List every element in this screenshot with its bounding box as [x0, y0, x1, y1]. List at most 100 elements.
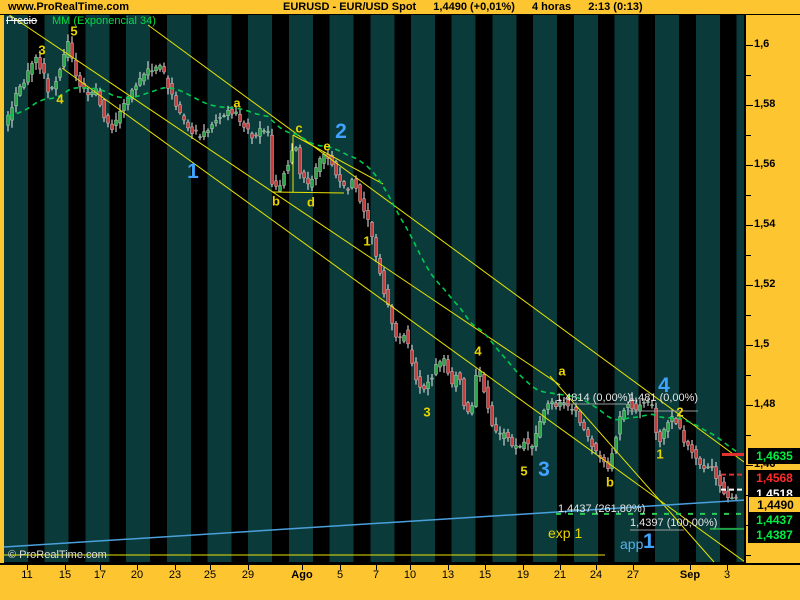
candle-body: [286, 164, 290, 172]
candle-body: [606, 461, 610, 469]
candle-body: [374, 237, 378, 257]
price-axis-label: 1,56: [754, 158, 776, 170]
time-axis-tick: [137, 565, 138, 570]
candle-body: [306, 177, 310, 185]
candle-body: [502, 432, 506, 439]
candle-body: [106, 115, 110, 124]
trendline[interactable]: [549, 375, 715, 563]
time-axis-label: 23: [168, 569, 182, 581]
time-axis-label: Sep: [679, 569, 701, 581]
candle-body: [150, 70, 154, 73]
session-stripe: [736, 14, 744, 562]
candle-body: [66, 41, 70, 58]
candle-body: [630, 398, 634, 410]
candle-body: [438, 361, 442, 368]
brand-link[interactable]: www.ProRealTime.com: [8, 1, 130, 13]
time-axis-label: 15: [478, 569, 492, 581]
price-axis[interactable]: 1,6 1,58 1,56 1,54 1,52 1,5 1,48 1,46 1,4635 1,45…: [744, 14, 800, 563]
price-axis-minor-tick: [746, 555, 751, 556]
candle-body: [102, 99, 106, 119]
candle-body: [398, 336, 402, 339]
candle-body: [518, 446, 522, 448]
time-axis-label: 7: [372, 569, 380, 581]
price-axis-minor-tick: [746, 75, 751, 76]
candle-body: [282, 173, 286, 186]
price-axis-tick: [746, 345, 753, 346]
candle-body: [234, 111, 238, 114]
candle-body: [318, 158, 322, 173]
price-axis-minor-tick: [746, 435, 751, 436]
session-stripe: [207, 14, 232, 562]
trendline[interactable]: [292, 134, 384, 185]
candle-body: [382, 270, 386, 295]
candle-body: [138, 78, 142, 86]
price-axis-minor-tick: [746, 375, 751, 376]
price-plot[interactable]: [4, 14, 744, 563]
trendline[interactable]: [7, 14, 561, 386]
trendline[interactable]: [4, 499, 744, 548]
session-stripe: [533, 14, 558, 562]
trendline[interactable]: [147, 24, 744, 463]
candle-body: [526, 438, 530, 445]
candle-body: [466, 402, 470, 413]
candle-body: [486, 386, 490, 409]
candle-body: [190, 126, 194, 134]
trendline[interactable]: [271, 191, 345, 194]
candle-body: [62, 54, 66, 67]
candle-body: [566, 399, 570, 407]
candle-body: [634, 403, 638, 410]
time-axis-label: 17: [93, 569, 107, 581]
candle-body: [554, 402, 558, 408]
candle-body: [690, 444, 694, 453]
time-axis-label: 27: [626, 569, 640, 581]
level-price-box: 1,4387: [748, 527, 800, 543]
app-wave-number[interactable]: 1: [643, 530, 655, 553]
candle-body: [226, 110, 230, 117]
time-axis-tick: [376, 565, 377, 570]
candle-body: [574, 407, 578, 411]
candle-body: [638, 404, 642, 412]
app-tool-label[interactable]: app: [620, 536, 644, 552]
trendline[interactable]: [61, 67, 744, 562]
ema-line[interactable]: [7, 87, 737, 452]
pane-price-label[interactable]: Precio: [6, 15, 38, 27]
candle-body: [86, 92, 90, 96]
time-axis-tick: [175, 565, 176, 570]
candle-body: [534, 433, 538, 447]
time-axis[interactable]: 11 15 17 20 23 25 29 Ago 5 7 10 13 15 19 21 24 27 Sep 3: [0, 563, 800, 600]
candle-body: [402, 335, 406, 342]
candle-body: [30, 63, 34, 75]
candle-body: [522, 441, 526, 450]
expansion-tool-label[interactable]: exp 1: [548, 525, 583, 541]
price-axis-label: 1,54: [754, 218, 776, 230]
candle-body: [266, 131, 270, 133]
candle-body: [198, 136, 202, 138]
candle-body: [162, 66, 166, 73]
candle-body: [394, 322, 398, 338]
candle-body: [146, 68, 150, 76]
time-axis-label: 5: [336, 569, 344, 581]
candle-body: [426, 381, 430, 390]
price-axis-tick: [746, 45, 753, 46]
time-axis-label: 13: [441, 569, 455, 581]
candle-body: [130, 89, 134, 100]
candle-body: [238, 114, 242, 123]
candle-body: [514, 445, 518, 449]
candle-body: [34, 56, 38, 64]
candle-body: [278, 185, 282, 192]
candle-body: [370, 222, 374, 237]
candle-body: [726, 490, 730, 499]
candle-body: [498, 432, 502, 435]
candle-body: [406, 329, 410, 345]
session-stripe: [85, 14, 110, 562]
candle-body: [414, 361, 418, 381]
candle-body: [454, 374, 458, 388]
candle-body: [202, 131, 206, 138]
candle-body: [470, 405, 474, 414]
candle-body: [494, 424, 498, 432]
candle-body: [698, 457, 702, 465]
time-axis-tick: [560, 565, 561, 570]
ema-indicator-label[interactable]: MM (Exponencial 34): [52, 15, 156, 27]
candle-body: [702, 465, 706, 469]
candle-body: [594, 443, 598, 452]
